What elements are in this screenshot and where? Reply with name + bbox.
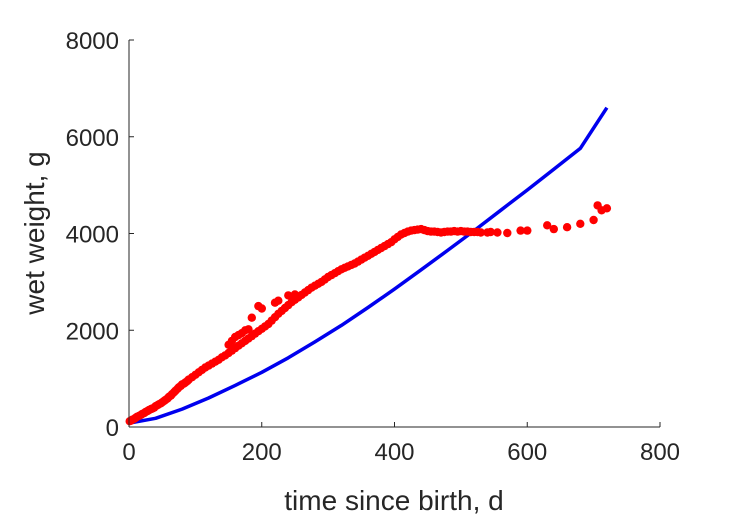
- x-tick-label: 0: [122, 439, 135, 466]
- x-tick-label: 400: [374, 439, 414, 466]
- y-tick-label: 0: [106, 415, 119, 442]
- data-point: [274, 296, 283, 305]
- data-point: [589, 215, 598, 225]
- data-point: [503, 228, 512, 238]
- data-point: [543, 221, 552, 230]
- data-marks: [125, 106, 612, 426]
- y-tick-label: 2000: [66, 318, 119, 345]
- data-point: [257, 304, 266, 313]
- data-point: [562, 223, 572, 232]
- data-point: [516, 226, 525, 235]
- y-axis-label: wet weight, g: [19, 151, 50, 315]
- x-tick-label: 200: [242, 439, 282, 466]
- data-point: [576, 219, 585, 228]
- y-tick-label: 4000: [66, 222, 119, 249]
- y-tick-label: 6000: [66, 125, 119, 152]
- data-point: [244, 325, 253, 334]
- model-curve: [128, 106, 609, 425]
- data-point: [523, 226, 532, 235]
- data-point: [287, 292, 296, 302]
- data-point: [549, 224, 558, 234]
- data-point: [493, 228, 502, 237]
- x-tick-label: 800: [640, 439, 680, 466]
- y-tick-label: 8000: [66, 28, 119, 55]
- data-point: [486, 227, 495, 237]
- x-axis-label: time since birth, d: [284, 485, 503, 516]
- data-point: [476, 228, 485, 237]
- x-tick-label: 600: [507, 439, 547, 466]
- data-point: [247, 313, 256, 322]
- data-point: [602, 204, 612, 213]
